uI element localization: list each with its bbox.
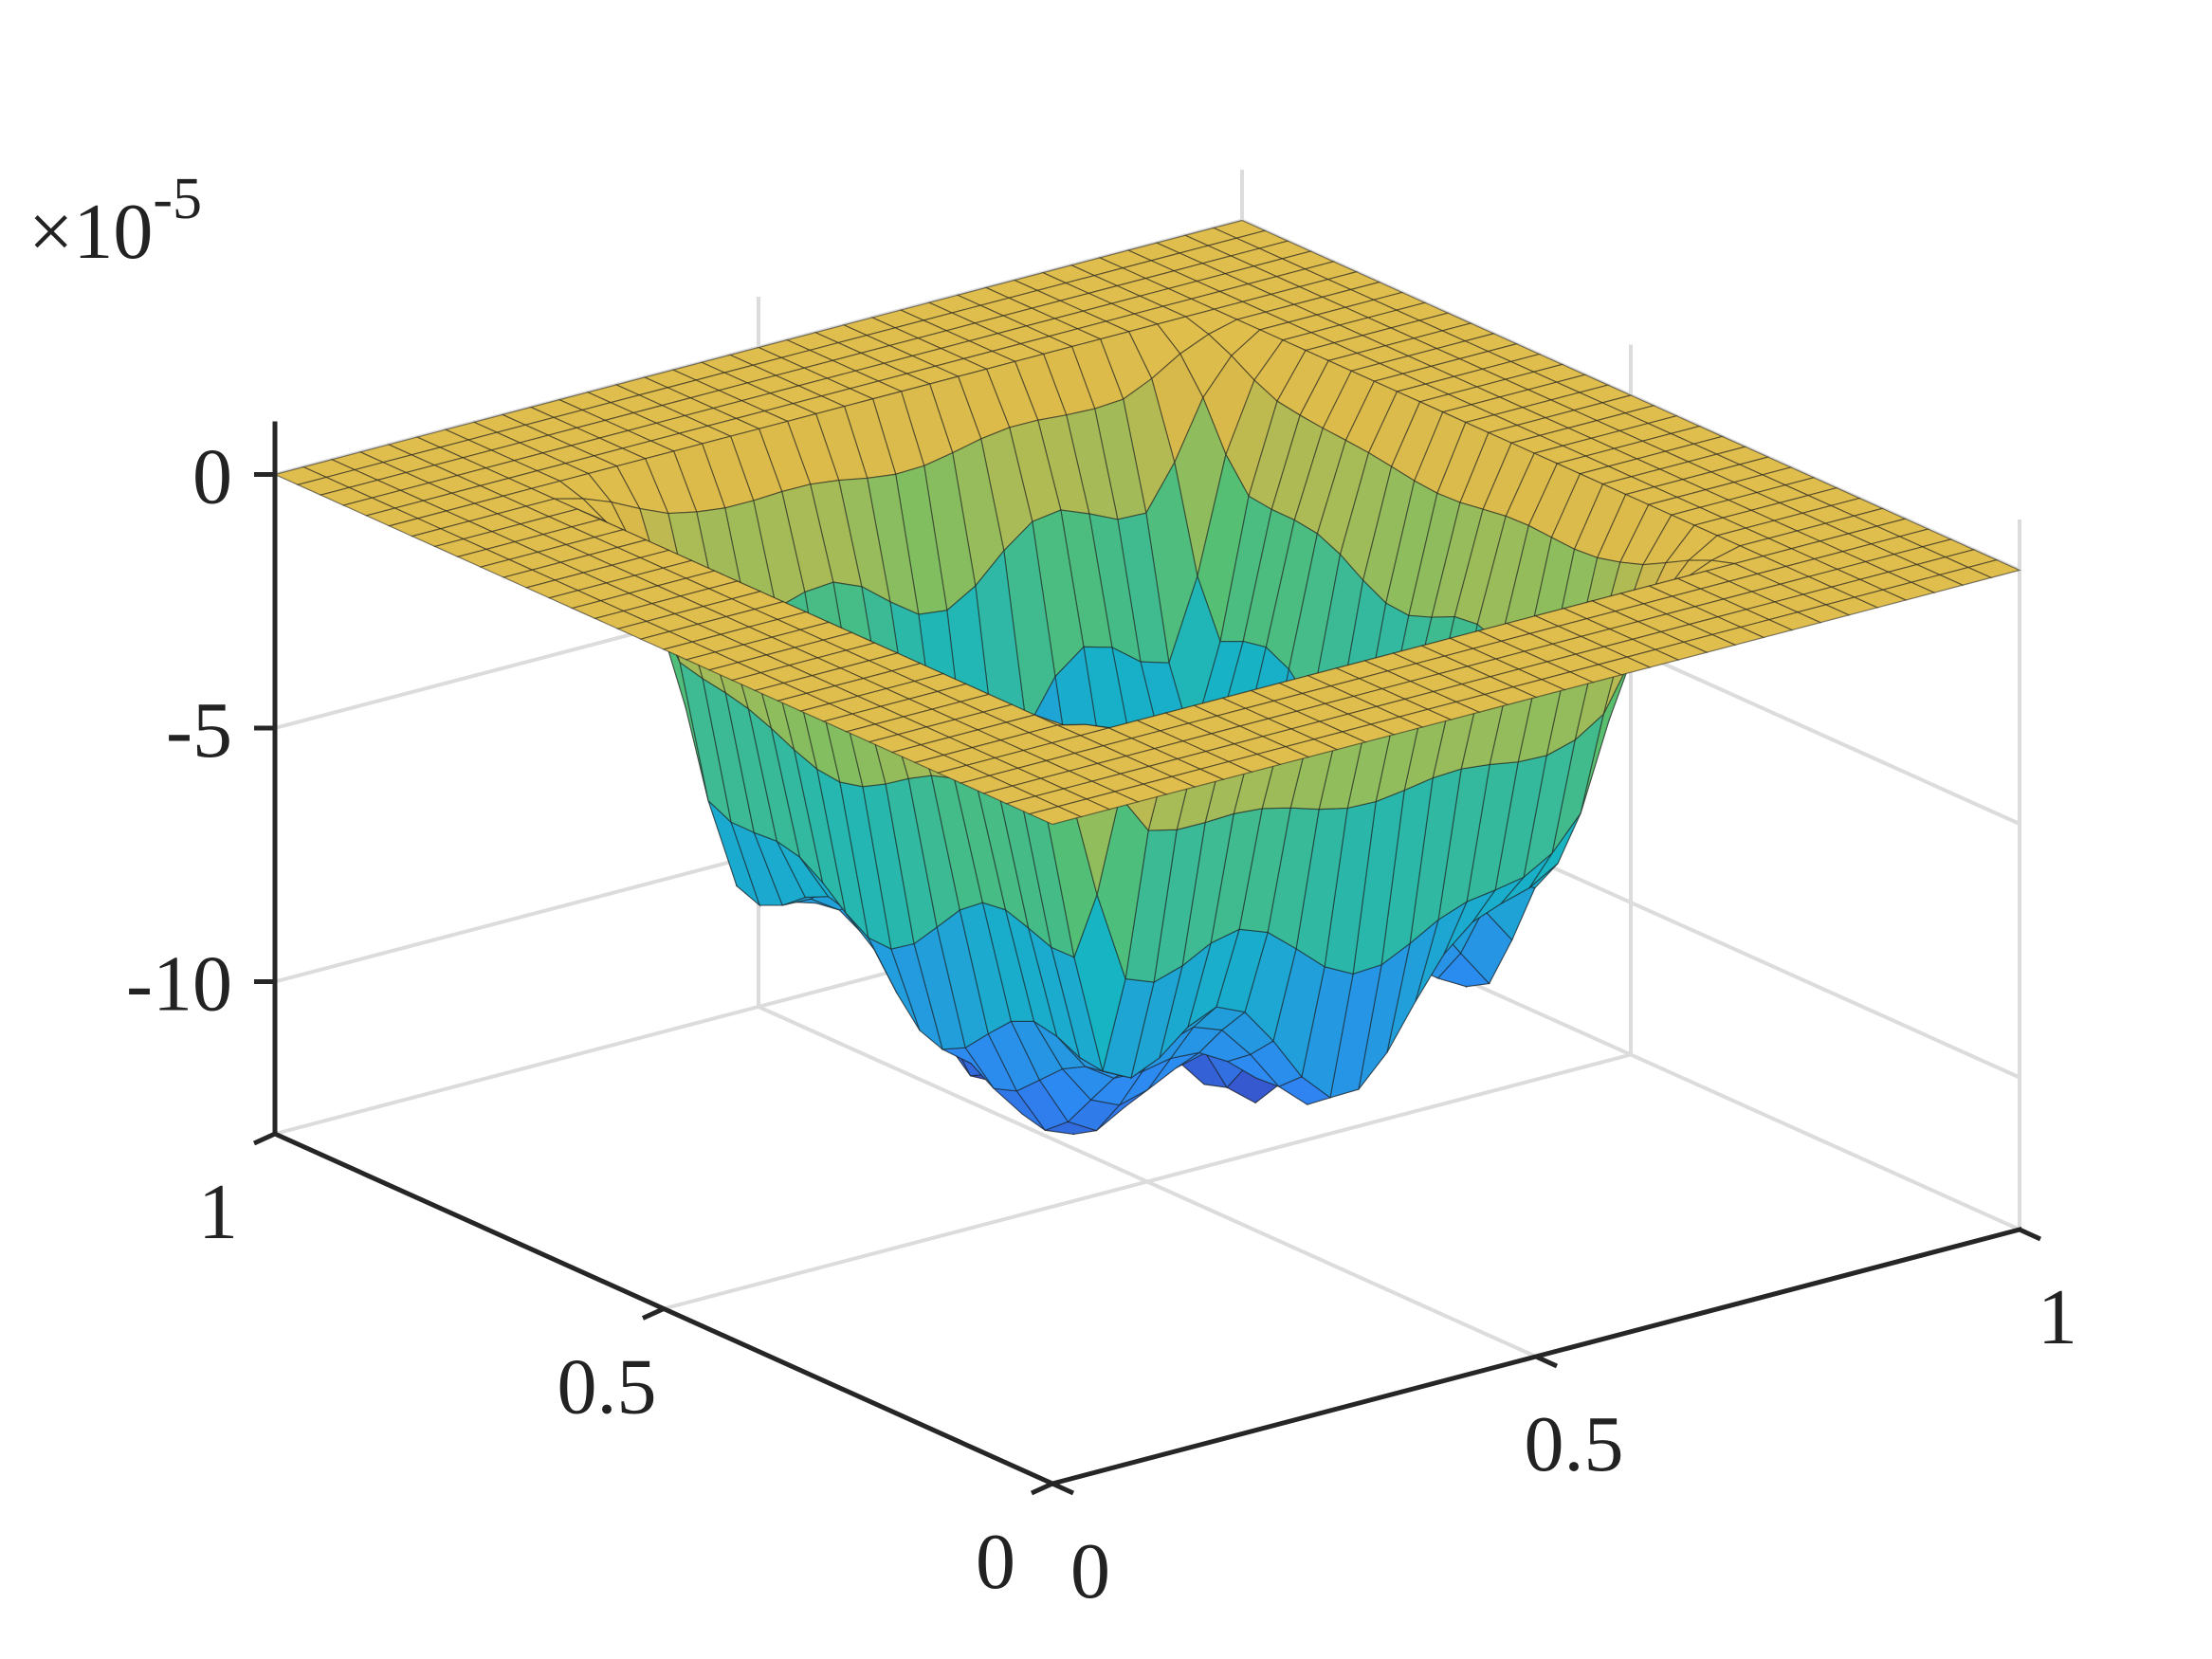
x-tick-mark	[1534, 1354, 1559, 1369]
y-tick-mark	[252, 1131, 277, 1146]
x-tick-label: 0.5	[1525, 1400, 1624, 1488]
y-tick-label: 0.5	[558, 1343, 657, 1431]
z-multiplier-label: ×10-5	[28, 167, 202, 276]
x-tick-label: 1	[2038, 1273, 2077, 1361]
x-tick-label: 0	[1070, 1527, 1110, 1615]
x-tick-mark	[1051, 1481, 1075, 1496]
y-tick-label: 1	[198, 1168, 238, 1256]
z-tick-label: -5	[166, 686, 232, 775]
y-tick-mark	[1030, 1481, 1054, 1496]
z-multiplier-exponent: -5	[153, 167, 202, 231]
x-tick-mark	[2018, 1227, 2042, 1242]
z-tick-label: 0	[192, 433, 232, 521]
axes	[252, 421, 2042, 1496]
surface-mesh	[273, 219, 2021, 1136]
y-tick-label: 0	[976, 1518, 1015, 1606]
grid-line-floor-y	[758, 1005, 1537, 1358]
z-multiplier-base: ×10	[28, 188, 153, 276]
tick-labels: 0 0.5 1 0 0.5 1 0 -5 -10	[126, 433, 2077, 1616]
surface-face	[1028, 806, 1083, 826]
z-tick-label: -10	[126, 940, 232, 1029]
y-tick-mark	[641, 1306, 666, 1321]
